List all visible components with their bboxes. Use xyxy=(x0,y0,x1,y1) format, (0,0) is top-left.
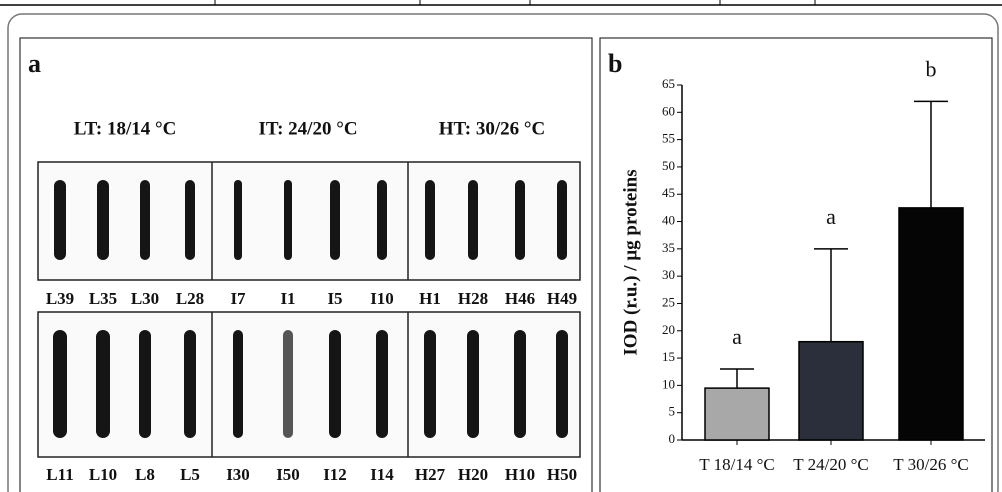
lane-label: I14 xyxy=(370,465,394,484)
top-rule-ticks xyxy=(214,0,816,5)
lane-label: I50 xyxy=(276,465,300,484)
blot-band xyxy=(557,180,567,260)
y-tick-label: 25 xyxy=(662,294,675,309)
lane-label: H28 xyxy=(458,289,488,308)
blot-bottom xyxy=(37,311,581,458)
y-tick-label: 40 xyxy=(662,213,675,228)
blot-band xyxy=(424,330,436,438)
blot-band xyxy=(185,180,195,260)
y-tick-label: 0 xyxy=(669,431,676,446)
bar xyxy=(898,207,964,441)
blot-dividers xyxy=(211,162,409,457)
lane-label: L30 xyxy=(131,289,159,308)
group-label: HT: 30/26 °C xyxy=(439,118,545,139)
significance-letter: b xyxy=(926,56,937,81)
blot-band xyxy=(284,180,292,260)
blot-band xyxy=(53,330,67,438)
lane-label: H1 xyxy=(419,289,441,308)
lane-label: I10 xyxy=(370,289,394,308)
lane-label: L11 xyxy=(46,465,73,484)
blot-band xyxy=(184,330,196,438)
y-tick-label: 10 xyxy=(662,376,675,391)
lane-label: H10 xyxy=(505,465,535,484)
blot-band xyxy=(514,330,526,438)
blot-top xyxy=(37,161,581,281)
blot-band xyxy=(140,180,150,260)
lane-label: I5 xyxy=(327,289,342,308)
panel-label: b xyxy=(608,49,622,78)
blot-band xyxy=(233,330,243,438)
blot-band xyxy=(377,180,387,260)
y-tick-label: 55 xyxy=(662,131,675,146)
group-label: LT: 18/14 °C xyxy=(74,118,177,139)
panel-b-frame xyxy=(599,37,993,492)
lane-label: L28 xyxy=(176,289,204,308)
blot-band xyxy=(468,180,478,260)
y-tick-label: 65 xyxy=(662,76,675,91)
lane-label: L39 xyxy=(46,289,74,308)
significance-letter: a xyxy=(826,204,836,229)
y-tick-label: 15 xyxy=(662,349,675,364)
lane-label: L10 xyxy=(89,465,117,484)
blot-band xyxy=(515,180,525,260)
lane-label: H27 xyxy=(415,465,446,484)
y-tick-label: 60 xyxy=(662,103,675,118)
lane-label: I1 xyxy=(280,289,295,308)
y-tick-label: 50 xyxy=(662,158,675,173)
blot-band xyxy=(283,330,293,438)
x-tick-label: T 18/14 °C xyxy=(699,455,774,474)
blot-band xyxy=(329,330,341,438)
lane-label: I30 xyxy=(226,465,250,484)
lane-label: H20 xyxy=(458,465,488,484)
blot-band xyxy=(234,180,242,260)
lane-label: L35 xyxy=(89,289,117,308)
lane-label: L5 xyxy=(180,465,200,484)
blot-band xyxy=(139,330,151,438)
lane-label: H46 xyxy=(505,289,535,308)
blot-band xyxy=(425,180,435,260)
blot-band xyxy=(376,330,388,438)
y-tick-label: 20 xyxy=(662,322,675,337)
figure-frame xyxy=(7,13,999,492)
lane-label: I12 xyxy=(323,465,347,484)
lane-label: L8 xyxy=(135,465,155,484)
y-tick-label: 5 xyxy=(669,404,676,419)
blot-band xyxy=(97,180,109,260)
y-tick-label: 30 xyxy=(662,267,675,282)
bar xyxy=(704,387,770,441)
blot-band xyxy=(330,180,340,260)
lane-label: I7 xyxy=(230,289,246,308)
bar xyxy=(798,340,864,441)
x-tick-label: T 30/26 °C xyxy=(893,455,968,474)
blot-band xyxy=(96,330,110,438)
group-label: IT: 24/20 °C xyxy=(258,118,357,139)
significance-letter: a xyxy=(732,324,742,349)
lane-label: H50 xyxy=(547,465,577,484)
lane-label: H49 xyxy=(547,289,577,308)
y-axis-title: IOD (r.u.) / µg proteins xyxy=(620,169,641,355)
blot-band xyxy=(467,330,479,438)
panel-a-frame xyxy=(19,37,593,492)
panel-label: a xyxy=(28,49,41,78)
blot-band xyxy=(556,330,568,438)
x-tick-label: T 24/20 °C xyxy=(793,455,868,474)
blot-band xyxy=(54,180,66,260)
y-tick-label: 45 xyxy=(662,185,675,200)
y-tick-label: 35 xyxy=(662,240,675,255)
